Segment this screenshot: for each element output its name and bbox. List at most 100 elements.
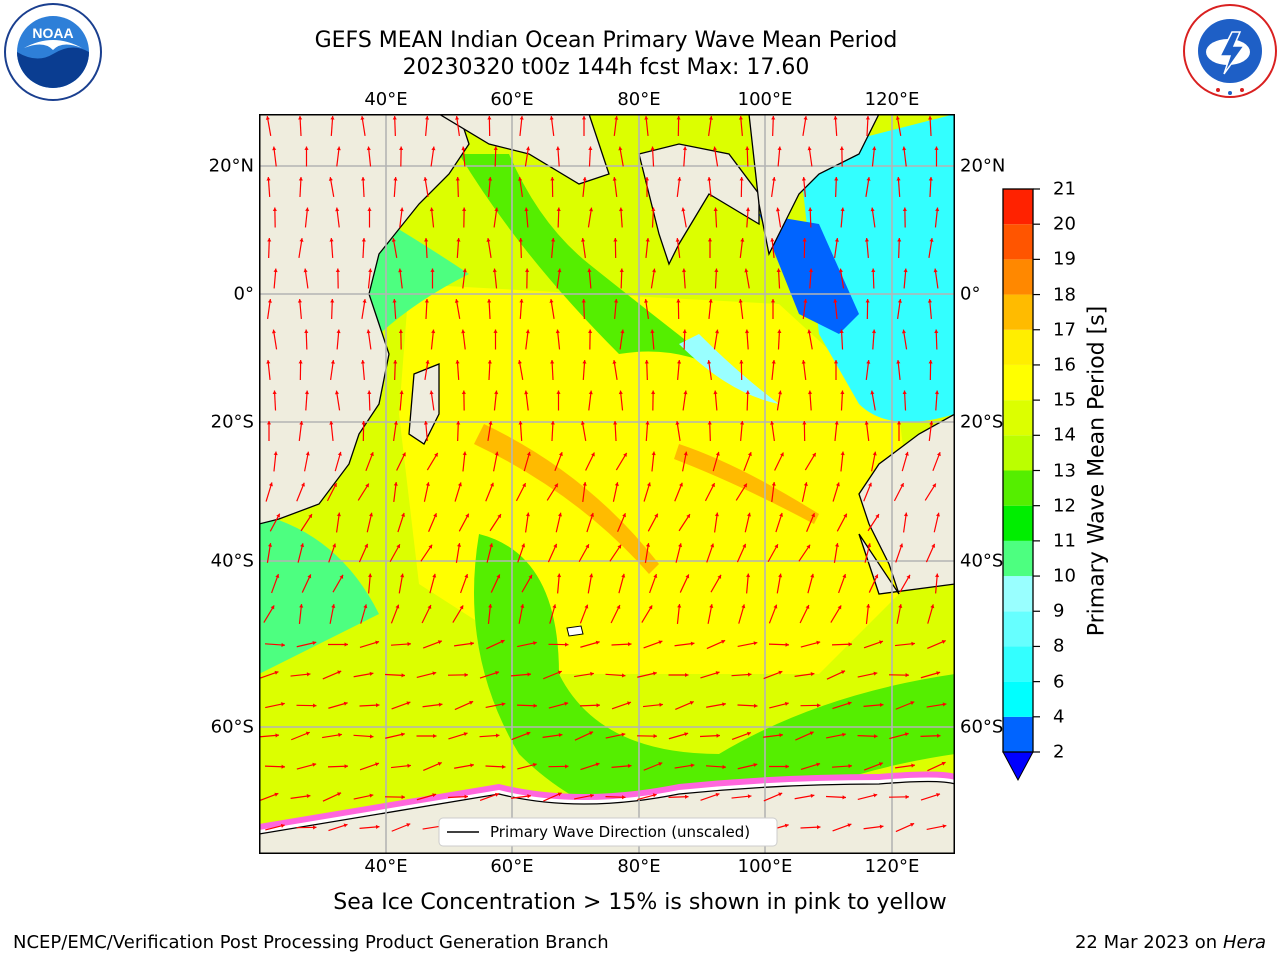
wave-arrow-head	[866, 604, 871, 608]
wave-arrow-head	[526, 451, 531, 456]
wave-arrow-head	[501, 764, 506, 769]
wave-arrow-head	[281, 764, 285, 769]
wave-arrow-head	[659, 702, 663, 707]
wave-arrow-head	[304, 390, 310, 395]
wave-arrow-head	[837, 605, 842, 610]
wave-arrow-head	[931, 543, 936, 548]
wave-arrow-head	[929, 238, 934, 242]
lon-tick-bottom-120e: 120°E	[864, 856, 920, 877]
wave-arrow-head	[432, 671, 437, 676]
lat-tick-left-40s: 40°S	[210, 550, 254, 572]
wave-arrow-head	[595, 762, 600, 767]
wave-arrow-head	[738, 116, 743, 120]
wave-arrow-head	[873, 793, 878, 798]
wave-arrow-head	[770, 299, 776, 303]
wave-arrow-head	[865, 299, 870, 303]
colorbar-band	[1003, 189, 1033, 225]
lat-tick-right-0: 0°	[960, 283, 981, 305]
wave-arrow-head	[429, 390, 434, 395]
wave-arrow-head	[843, 513, 847, 518]
colorbar-extend-arrow	[1002, 751, 1034, 782]
wave-arrow-head	[653, 574, 658, 579]
lat-tick-left-0: 0°	[233, 283, 254, 305]
wave-arrow-head	[465, 513, 469, 518]
wave-arrow-head	[745, 146, 750, 151]
southeast-asia-landmass	[748, 114, 880, 256]
wave-arrow-head	[842, 795, 846, 800]
wave-arrow-head	[879, 702, 884, 707]
wave-arrow-head	[644, 177, 650, 181]
wave-arrow-head	[361, 238, 366, 242]
wave-arrow-head	[866, 360, 871, 364]
colorbar-tick-label: 15	[1053, 389, 1076, 411]
wave-arrow-head	[816, 825, 821, 830]
wave-arrow-head	[652, 671, 657, 676]
wave-arrow-head	[834, 421, 839, 425]
chart-subtitle: 20230320 t00z 144h fcst Max: 17.60	[402, 55, 810, 80]
wave-arrow-head	[464, 794, 468, 799]
wave-arrow-head	[933, 268, 938, 273]
colorbar-tick-label: 16	[1053, 354, 1076, 376]
wave-arrow-head	[775, 207, 781, 212]
wave-arrow-head	[771, 177, 776, 181]
wave-arrow-head	[848, 763, 852, 769]
wave-arrow-head	[489, 543, 494, 548]
wave-arrow-head	[715, 792, 720, 797]
lat-tick-left-60s: 60°S	[210, 716, 254, 738]
wave-arrow-head	[501, 702, 506, 707]
wave-arrow-head	[779, 512, 783, 517]
wave-arrow-head	[526, 731, 531, 736]
wave-arrow-head	[532, 762, 537, 767]
wave-arrow-head	[932, 483, 936, 488]
wave-arrow-head	[903, 268, 908, 273]
wave-arrow-head	[556, 207, 561, 212]
wave-arrow-head	[627, 763, 632, 768]
wave-arrow-head	[812, 452, 816, 457]
wave-arrow-head	[715, 671, 720, 676]
wave-arrow-head	[395, 604, 400, 609]
lon-tick-top-80e: 80°E	[617, 89, 661, 110]
wave-arrow-head	[803, 482, 808, 486]
india-landmass	[638, 143, 760, 266]
wave-arrow-head	[401, 673, 405, 678]
wave-arrow-head	[784, 701, 789, 706]
wave-arrow-head	[368, 573, 373, 578]
wave-arrow-head	[685, 574, 690, 579]
wave-arrow-head	[554, 483, 558, 488]
colorbar-tick-label: 20	[1053, 213, 1076, 235]
wave-arrow-head	[690, 763, 695, 768]
wave-arrow-head	[393, 421, 398, 425]
wave-arrow-head	[935, 512, 940, 517]
sea-ice-note: Sea Ice Concentration > 15% is shown in …	[333, 890, 947, 915]
noaa-logo-text: NOAA	[32, 25, 73, 41]
colorbar-tick-label: 9	[1053, 600, 1065, 622]
wave-arrow-head	[364, 543, 369, 548]
wave-arrow-head	[895, 116, 900, 120]
wave-arrow-head	[803, 299, 808, 303]
wave-arrow-head	[519, 299, 524, 303]
wave-arrow-head	[555, 146, 561, 151]
colorbar-tick-label: 10	[1053, 565, 1076, 587]
wave-arrow-head	[557, 573, 562, 578]
wave-arrow-head	[558, 733, 563, 738]
wave-arrow-head	[934, 146, 939, 150]
wave-arrow-head	[906, 574, 911, 579]
wave-arrow-head	[366, 329, 371, 334]
wave-arrow-head	[654, 513, 658, 518]
wave-arrow-head	[299, 604, 304, 608]
wave-arrow-head	[273, 268, 278, 273]
wave-arrow-head	[901, 329, 907, 334]
wave-arrow-head	[910, 701, 915, 705]
wave-arrow-head	[565, 764, 569, 769]
wave-arrow-head	[401, 795, 405, 800]
wave-arrow-head	[274, 670, 279, 675]
wave-arrow-head	[745, 390, 750, 395]
colorbar-label: Primary Wave Mean Period [s]	[1084, 305, 1110, 637]
wave-arrow-head	[464, 574, 469, 579]
wave-arrow-head	[488, 604, 493, 608]
wave-arrow-head	[807, 390, 813, 395]
wave-arrow-head	[802, 238, 807, 242]
wave-arrow-head	[334, 390, 340, 395]
wave-arrow-head	[328, 177, 333, 181]
southwest-green-band	[259, 514, 379, 674]
